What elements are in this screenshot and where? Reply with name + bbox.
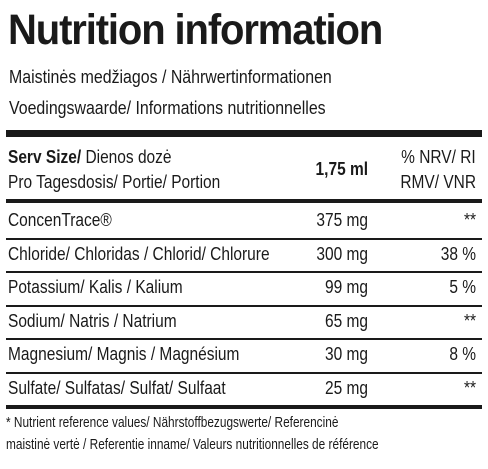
row-name: Chloride/ Chloridas / Chlorid/ Chlorure	[8, 243, 270, 264]
row-name: Sulfate/ Sulfatas/ Sulfat/ Sulfaat	[8, 377, 226, 398]
row-nrv: 38 %	[440, 243, 476, 264]
row-divider	[6, 338, 482, 340]
row-name: Sodium/ Natris / Natrium	[8, 310, 177, 331]
panel-title: Nutrition information	[8, 6, 383, 54]
row-nrv: **	[463, 377, 476, 398]
subtitle-line-1: Maistinės medžiagos / Nährwertinformatio…	[9, 66, 332, 87]
divider-thick	[6, 130, 482, 137]
row-amount: 30 mg	[324, 344, 368, 364]
row-divider	[6, 271, 482, 273]
serv-size-label: Serv Size/ Dienos dozė	[8, 146, 172, 168]
row-nrv: **	[463, 210, 476, 230]
row-nrv: **	[463, 310, 476, 331]
row-name: ConcenTrace®	[8, 210, 112, 230]
row-nrv: 5 %	[449, 277, 476, 297]
nrv-header-line1: % NRV/ RI	[401, 147, 476, 167]
row-divider	[6, 371, 482, 374]
row-amount: 300 mg	[316, 243, 368, 264]
divider-header	[6, 199, 482, 203]
nutrition-panel: Nutrition information Maistinės medžiago…	[6, 0, 482, 469]
row-amount: 99 mg	[324, 277, 368, 297]
serv-size-bold: Serv Size/	[8, 147, 82, 167]
serv-size-rest: Dienos dozė	[81, 147, 172, 167]
subtitle-line-2: Voedingswaarde/ Informations nutritionne…	[9, 97, 326, 118]
row-name: Potassium/ Kalis / Kalium	[8, 277, 183, 297]
serv-size-line2: Pro Tagesdosis/ Portie/ Portion	[8, 172, 221, 192]
row-amount: 65 mg	[324, 310, 368, 331]
nrv-header-line2: RMV/ VNR	[400, 172, 476, 192]
row-amount: 25 mg	[324, 377, 368, 398]
serv-amount: 1,75 ml	[315, 159, 368, 179]
row-amount: 375 mg	[316, 210, 368, 230]
divider-footer	[6, 405, 482, 409]
footnote-line-1: * Nutrient reference values/ Nährstoffbe…	[6, 414, 339, 431]
row-divider	[6, 237, 482, 240]
row-name: Magnesium/ Magnis / Magnésium	[8, 344, 240, 364]
row-nrv: 8 %	[449, 344, 476, 364]
footnote-line-2: maistinė vertė / Referentie inname/ Vale…	[6, 436, 379, 453]
row-divider	[6, 304, 482, 307]
